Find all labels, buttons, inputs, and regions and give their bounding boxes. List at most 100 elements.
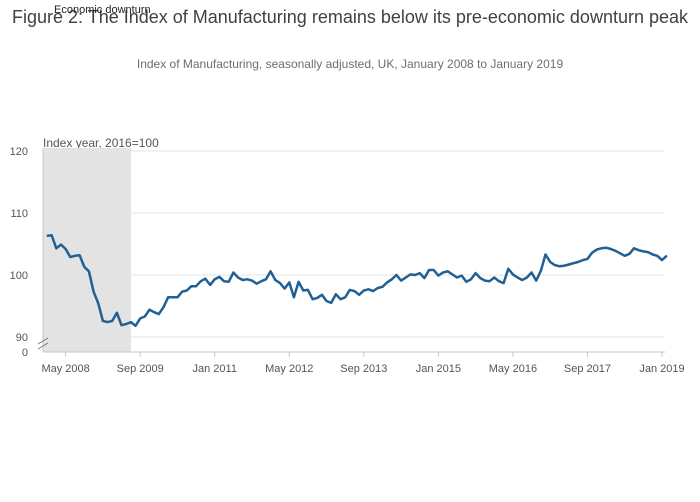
data-point	[288, 281, 290, 283]
data-point	[237, 276, 239, 279]
chart-title: Figure 2: The Index of Manufacturing rem…	[11, 7, 689, 27]
data-point	[232, 271, 234, 274]
data-point	[503, 282, 505, 284]
y-tick-label: 90	[16, 332, 28, 344]
data-point	[153, 311, 155, 313]
legend-economic-downturn: Economic downturn	[54, 4, 151, 16]
data-point	[582, 259, 584, 261]
data-point	[158, 313, 160, 315]
data-point	[293, 296, 295, 298]
data-point	[312, 298, 314, 300]
data-point	[321, 294, 323, 296]
data-point	[661, 259, 663, 261]
data-point	[307, 289, 309, 291]
data-point	[633, 247, 635, 249]
x-tick-label: Jan 2011	[193, 363, 237, 375]
data-point	[554, 264, 556, 266]
data-point	[386, 281, 388, 283]
data-point	[512, 273, 514, 275]
y-tick-label: 100	[10, 270, 28, 282]
data-point	[339, 298, 342, 300]
downturn-shade	[43, 148, 131, 352]
data-point	[228, 281, 230, 283]
data-point	[51, 234, 53, 236]
data-point	[517, 276, 519, 279]
data-point	[97, 302, 99, 305]
data-point	[363, 289, 365, 292]
data-point	[624, 255, 626, 257]
data-point	[530, 271, 533, 274]
data-point	[316, 297, 318, 299]
data-point	[176, 296, 179, 298]
data-point	[628, 253, 631, 255]
data-point	[190, 285, 192, 287]
data-point	[619, 252, 621, 254]
data-point	[647, 251, 649, 253]
data-point	[493, 276, 495, 279]
data-point	[242, 279, 244, 281]
data-point	[372, 290, 374, 292]
data-point	[638, 249, 640, 251]
data-point	[302, 289, 304, 292]
data-point	[246, 278, 248, 280]
data-point	[558, 265, 561, 267]
data-point	[484, 280, 486, 282]
y-axis-label: Index year, 2016=100	[43, 136, 159, 150]
data-point	[572, 262, 575, 264]
data-point	[330, 302, 332, 304]
data-point	[498, 280, 500, 282]
data-point	[130, 321, 132, 323]
data-point	[93, 291, 95, 293]
data-point	[433, 269, 435, 271]
data-point	[405, 276, 407, 279]
data-point	[447, 270, 449, 272]
data-point	[544, 253, 547, 256]
data-point	[298, 281, 300, 283]
data-point	[381, 286, 384, 288]
data-point	[218, 276, 220, 278]
data-point	[69, 256, 71, 258]
x-tick-label: Jan 2015	[416, 363, 461, 375]
data-point	[423, 277, 425, 279]
data-point	[181, 291, 183, 293]
data-point	[456, 276, 458, 279]
x-tick-label: Sep 2013	[340, 363, 387, 375]
x-tick-label: Sep 2009	[117, 363, 164, 375]
data-point	[186, 289, 188, 292]
data-point	[172, 296, 174, 298]
data-point	[614, 250, 617, 252]
y-tick-label: 110	[10, 208, 28, 220]
data-point	[120, 324, 123, 326]
data-point	[656, 255, 658, 257]
data-point	[344, 296, 346, 298]
y-tick-label: 120	[10, 146, 28, 158]
data-point	[274, 279, 276, 281]
x-tick-label: May 2008	[41, 363, 89, 375]
data-point	[148, 309, 151, 311]
data-point	[60, 244, 62, 246]
x-tick-label: Jan 2019	[639, 363, 684, 375]
data-point	[195, 285, 197, 287]
data-point	[395, 274, 397, 276]
data-point	[353, 290, 356, 292]
data-point	[79, 254, 81, 256]
data-point	[540, 270, 542, 272]
data-point	[65, 248, 67, 250]
data-point	[437, 275, 439, 277]
data-point	[260, 280, 262, 282]
data-point	[568, 263, 570, 266]
data-point	[549, 261, 551, 263]
data-point	[642, 250, 645, 252]
data-point	[409, 273, 411, 275]
data-point	[349, 289, 351, 291]
data-point	[461, 275, 463, 277]
data-point	[521, 279, 523, 281]
data-point	[507, 268, 509, 270]
data-point	[162, 306, 165, 308]
data-point	[610, 248, 612, 250]
data-point	[107, 321, 109, 323]
data-point	[83, 266, 85, 268]
data-point	[586, 258, 589, 260]
data-point	[111, 320, 113, 322]
